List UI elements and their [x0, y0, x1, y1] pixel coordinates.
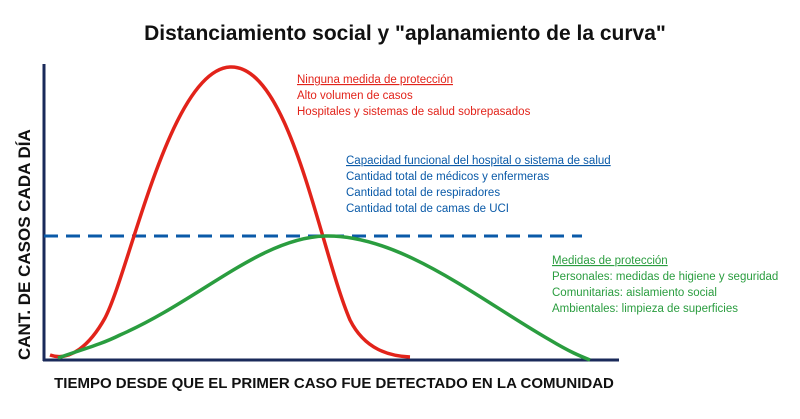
red-heading: Ninguna medida de protección: [297, 74, 453, 86]
blue-line: Cantidad total de médicos y enfermeras: [346, 171, 550, 183]
red-line: Alto volumen de casos: [297, 90, 413, 102]
blue-heading: Capacidad funcional del hospital o siste…: [346, 155, 611, 167]
green-line: Comunitarias: aislamiento social: [552, 287, 717, 299]
red-line: Hospitales y sistemas de salud sobrepasa…: [297, 106, 531, 118]
y-axis-label: CANT. DE CASOS CADA DÍA: [15, 129, 34, 360]
blue-line: Cantidad total de camas de UCI: [346, 203, 509, 215]
green-line: Personales: medidas de higiene y segurid…: [552, 271, 778, 283]
green-line: Ambientales: limpieza de superficies: [552, 303, 738, 315]
blue-line: Cantidad total de respiradores: [346, 187, 500, 199]
green-heading: Medidas de protección: [552, 255, 668, 267]
title: Distanciamiento social y "aplanamiento d…: [144, 22, 666, 45]
green-curve: [57, 234, 591, 362]
x-axis-label: TIEMPO DESDE QUE EL PRIMER CASO FUE DETE…: [54, 375, 614, 392]
red-curve: [49, 65, 411, 359]
